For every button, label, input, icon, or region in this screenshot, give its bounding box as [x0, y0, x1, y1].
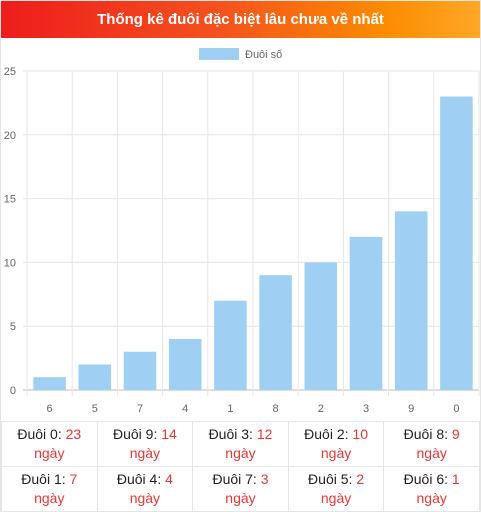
- bar: [123, 351, 157, 390]
- bar: [214, 300, 247, 390]
- x-tick-label: 4: [182, 403, 188, 415]
- stat-label: Đuôi 3:: [208, 426, 257, 442]
- stat-value: 1: [451, 471, 460, 487]
- stat-label: Đuôi 7:: [212, 471, 261, 487]
- stat-cell: Đuôi 6: 1 ngày: [383, 466, 480, 512]
- bar-chart: 0 5 10 15 20 25 6 5 7 4 1 8 2 3 9 0 Đuôi số: [4, 48, 480, 415]
- bar: [33, 377, 66, 390]
- bar: [440, 96, 473, 390]
- stat-unit: ngày: [320, 490, 352, 506]
- y-tick-label: 10: [4, 257, 16, 269]
- stat-value: 14: [161, 426, 177, 442]
- y-tick-label: 20: [4, 130, 16, 142]
- stat-cell: Đuôi 0: 23 ngày: [1, 421, 98, 467]
- stat-cell: Đuôi 8: 9 ngày: [383, 421, 480, 467]
- stat-value: 10: [352, 426, 368, 442]
- stat-cell: Đuôi 3: 12 ngày: [192, 421, 289, 467]
- stat-unit: ngày: [225, 445, 256, 461]
- stat-unit: ngày: [225, 490, 256, 506]
- stat-unit: ngày: [34, 490, 65, 506]
- bar: [349, 236, 383, 390]
- stat-value: 12: [256, 426, 273, 442]
- x-tick-label: 6: [47, 403, 53, 415]
- bar: [168, 338, 202, 390]
- panel-title: Thống kê đuôi đặc biệt lâu chưa về nhất: [1, 1, 480, 38]
- y-tick-label: 15: [4, 194, 16, 206]
- stat-cell: Đuôi 5: 2 ngày: [287, 466, 385, 512]
- stat-label: Đuôi 9:: [112, 426, 162, 442]
- stat-label: Đuôi 2:: [304, 426, 353, 442]
- x-tick-label: 3: [363, 403, 369, 415]
- x-tick-label: 0: [453, 403, 459, 415]
- stat-label: Đuôi 6:: [403, 471, 452, 487]
- bar: [259, 275, 292, 390]
- bar: [78, 364, 112, 390]
- bar: [304, 262, 338, 390]
- stat-cell: Đuôi 1: 7 ngày: [1, 466, 98, 512]
- stat-unit: ngày: [34, 445, 65, 461]
- stat-cell: Đuôi 2: 10 ngày: [287, 421, 385, 467]
- x-tick-label: 5: [92, 403, 98, 415]
- stat-label: Đuôi 8:: [403, 426, 452, 442]
- legend-swatch: [199, 48, 239, 60]
- x-tick-label: 9: [408, 403, 414, 415]
- stat-unit: ngày: [129, 490, 161, 506]
- stat-value: 2: [356, 471, 365, 487]
- x-tick-label: 1: [227, 403, 233, 415]
- stat-value: 9: [451, 426, 460, 442]
- x-tick-label: 8: [273, 403, 279, 415]
- y-tick-label: 25: [4, 66, 16, 78]
- chart-area: 0 5 10 15 20 25 6 5 7 4 1 8 2 3 9 0 Đuôi số: [1, 38, 480, 421]
- stat-label: Đuôi 0:: [17, 426, 66, 442]
- stat-cell: Đuôi 7: 3 ngày: [192, 466, 289, 512]
- stat-label: Đuôi 4:: [116, 471, 166, 487]
- stats-row: Đuôi 1: 7 ngày Đuôi 4: 4 ngày Đuôi 7: 3 ngày Đ…: [1, 466, 480, 512]
- bar: [394, 211, 428, 390]
- x-tick-label: 2: [318, 403, 324, 415]
- stat-unit: ngày: [416, 445, 447, 461]
- stats-table: Đuôi 0: 23 ngày Đuôi 9: 14 ngày Đuôi 3: 12 ng…: [1, 421, 480, 512]
- stat-label: Đuôi 5:: [308, 471, 357, 487]
- stat-unit: ngày: [320, 445, 352, 461]
- stat-unit: ngày: [416, 490, 447, 506]
- stat-value: 7: [69, 471, 78, 487]
- stat-value: 23: [65, 426, 82, 442]
- legend-label: Đuôi số: [245, 49, 282, 61]
- stat-label: Đuôi 1:: [21, 471, 70, 487]
- stat-unit: ngày: [129, 445, 161, 461]
- y-tick-label: 0: [10, 385, 16, 397]
- y-tick-label: 5: [10, 321, 16, 333]
- stats-row: Đuôi 0: 23 ngày Đuôi 9: 14 ngày Đuôi 3: 12 ng…: [1, 421, 480, 467]
- stat-value: 4: [165, 471, 173, 487]
- stat-cell: Đuôi 4: 4 ngày: [96, 466, 194, 512]
- stat-value: 3: [260, 471, 269, 487]
- stat-cell: Đuôi 9: 14 ngày: [96, 421, 194, 467]
- x-tick-label: 7: [137, 403, 143, 415]
